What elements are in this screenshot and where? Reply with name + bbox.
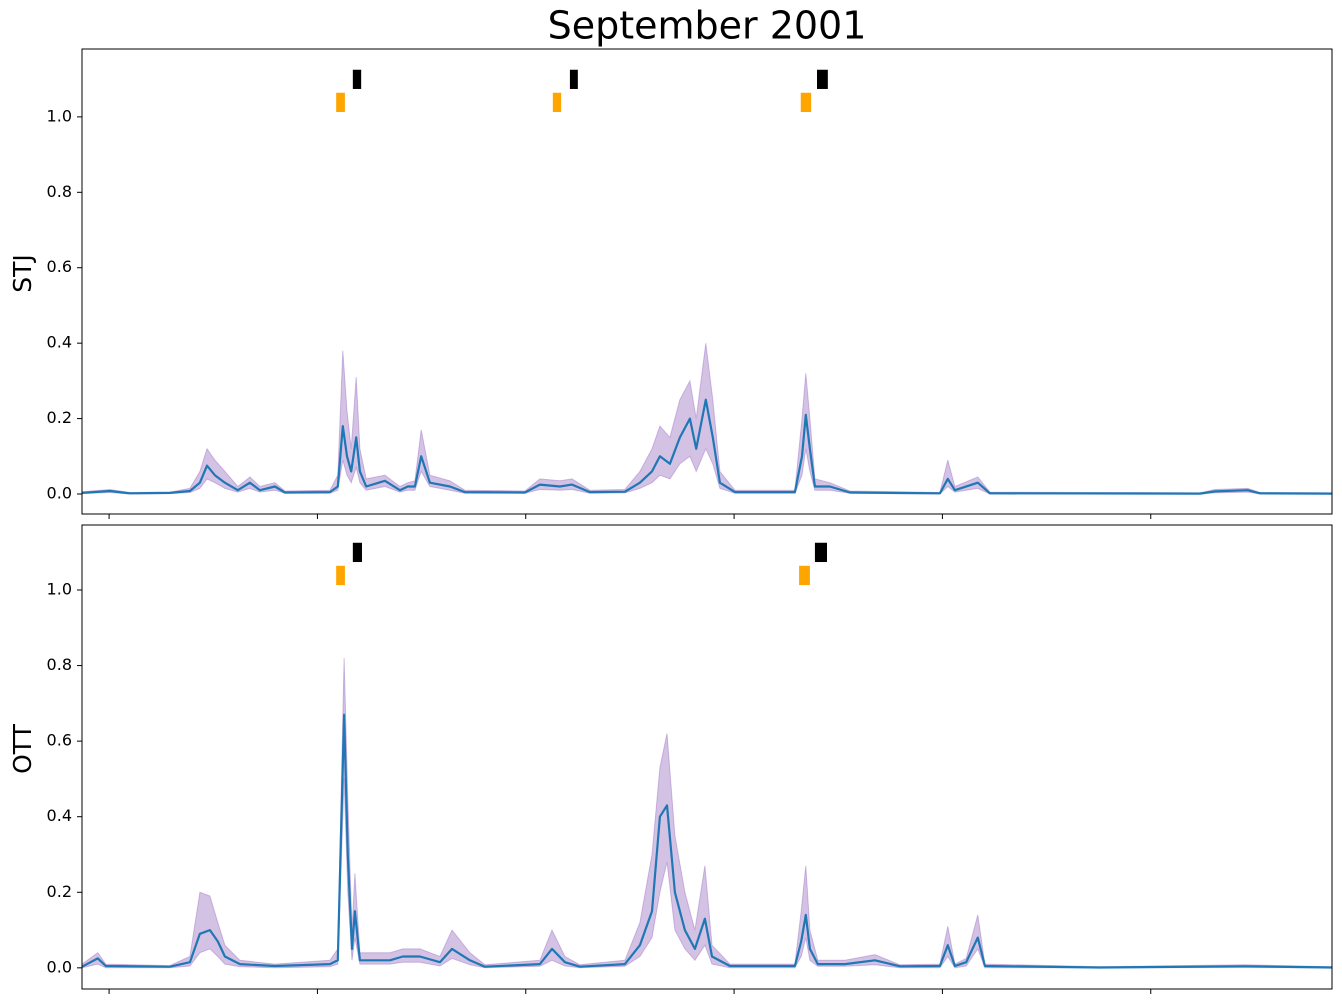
axes-frame: [81, 48, 1333, 515]
event-marker: [352, 69, 362, 89]
event-marker: [817, 69, 828, 89]
chart-title: September 2001: [548, 4, 867, 48]
y-tick-label: 0.6: [47, 257, 72, 276]
y-tick-label: 0.0: [47, 957, 72, 976]
event-marker: [800, 92, 812, 112]
band-area: [82, 343, 1332, 495]
y-tick-label: 0.8: [47, 655, 72, 674]
y-tick-label: 1.0: [47, 579, 72, 598]
series-line: [82, 398, 1332, 495]
y-tick-label: 0.4: [47, 333, 72, 352]
event-marker: [569, 69, 578, 89]
y-tick-label: 0.8: [47, 182, 72, 201]
y-tick-label: 1.0: [47, 106, 72, 125]
event-marker: [336, 92, 345, 112]
band-area: [82, 657, 1332, 969]
event-marker: [799, 565, 810, 586]
plot-area: [82, 657, 1332, 969]
event-marker: [814, 542, 827, 563]
y-axis-label: OTT: [8, 723, 37, 774]
series-line: [82, 713, 1332, 969]
y-tick-label: 0.0: [47, 484, 72, 503]
plot-area: [82, 343, 1332, 495]
axes-frame: [81, 524, 1333, 990]
y-tick-label: 0.4: [47, 806, 72, 825]
y-tick-label: 0.2: [47, 882, 72, 901]
y-axis-label: STJ: [8, 254, 37, 293]
event-marker: [552, 92, 562, 112]
event-marker: [336, 565, 345, 586]
y-tick-label: 0.2: [47, 408, 72, 427]
event-marker: [352, 542, 362, 563]
y-tick-label: 0.6: [47, 731, 72, 750]
